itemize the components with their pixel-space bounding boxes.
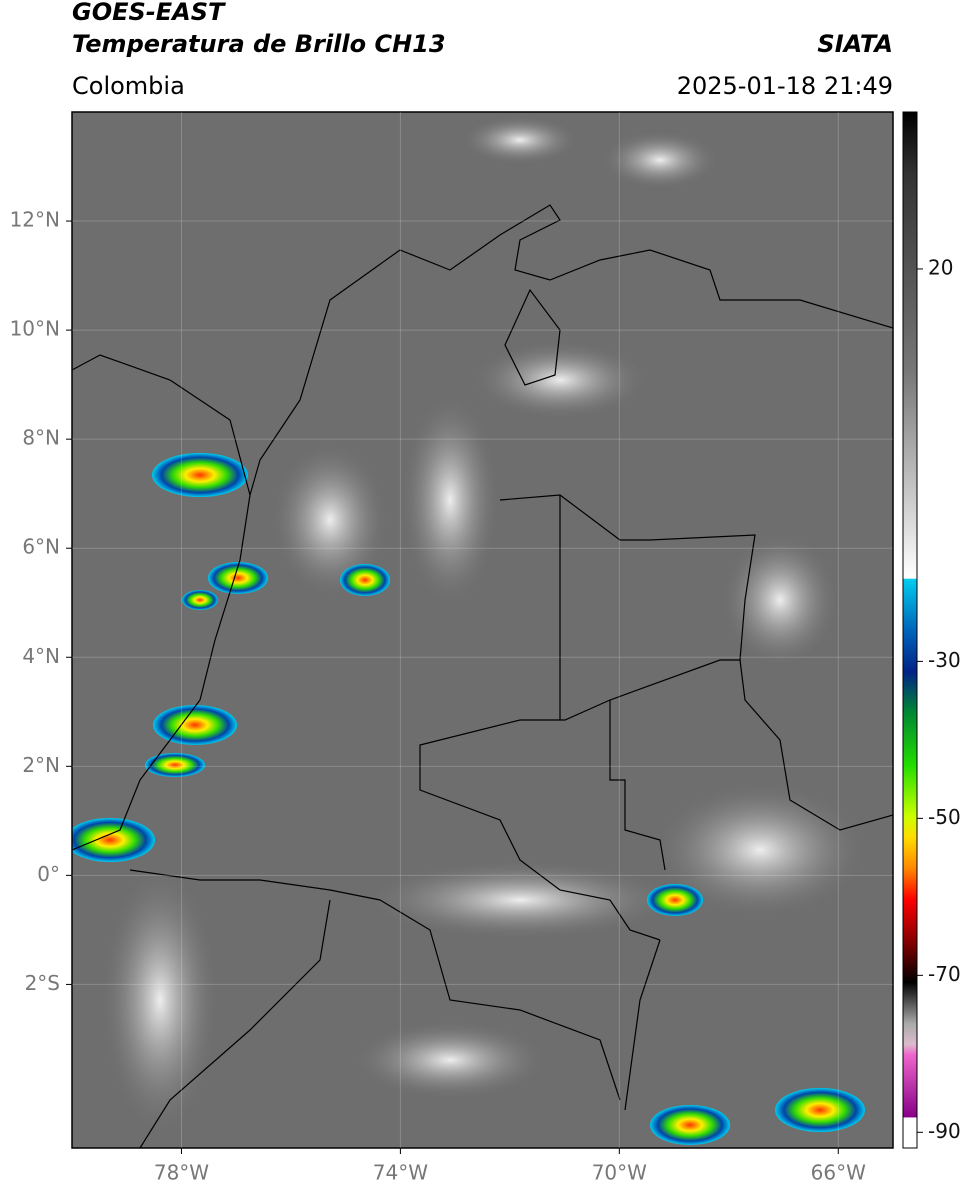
y-tick-label: 2°N bbox=[22, 753, 60, 777]
y-tick-label: 12°N bbox=[10, 208, 60, 232]
y-tick-label: 6°N bbox=[22, 535, 60, 559]
x-tick-label: 70°W bbox=[592, 1161, 647, 1185]
source: SIATA bbox=[817, 30, 893, 58]
y-tick-label: 10°N bbox=[10, 317, 60, 341]
satellite-image bbox=[72, 112, 893, 1148]
colorbar-tick-label: -50 bbox=[928, 805, 961, 829]
y-tick-label: 4°N bbox=[22, 644, 60, 668]
datetime: 2025-01-18 21:49 bbox=[677, 72, 893, 100]
colorbar-tick-label: -30 bbox=[928, 648, 961, 672]
region: Colombia bbox=[72, 72, 185, 100]
y-tick-label: 0° bbox=[37, 862, 60, 886]
y-tick-label: 8°N bbox=[22, 426, 60, 450]
subtitle: Temperatura de Brillo CH13 bbox=[72, 30, 446, 58]
colorbar-tick-label: -70 bbox=[928, 962, 961, 986]
x-tick-label: 78°W bbox=[154, 1161, 209, 1185]
colorbar-tick-label: 20 bbox=[928, 255, 953, 279]
colorbar-tick-label: -90 bbox=[928, 1119, 961, 1143]
y-tick-label: 2°S bbox=[25, 971, 60, 995]
x-tick-label: 66°W bbox=[811, 1161, 866, 1185]
map-frame bbox=[71, 111, 894, 1149]
title: GOES-EAST bbox=[72, 0, 226, 26]
x-tick-label: 74°W bbox=[373, 1161, 428, 1185]
colorbar bbox=[902, 111, 918, 1149]
